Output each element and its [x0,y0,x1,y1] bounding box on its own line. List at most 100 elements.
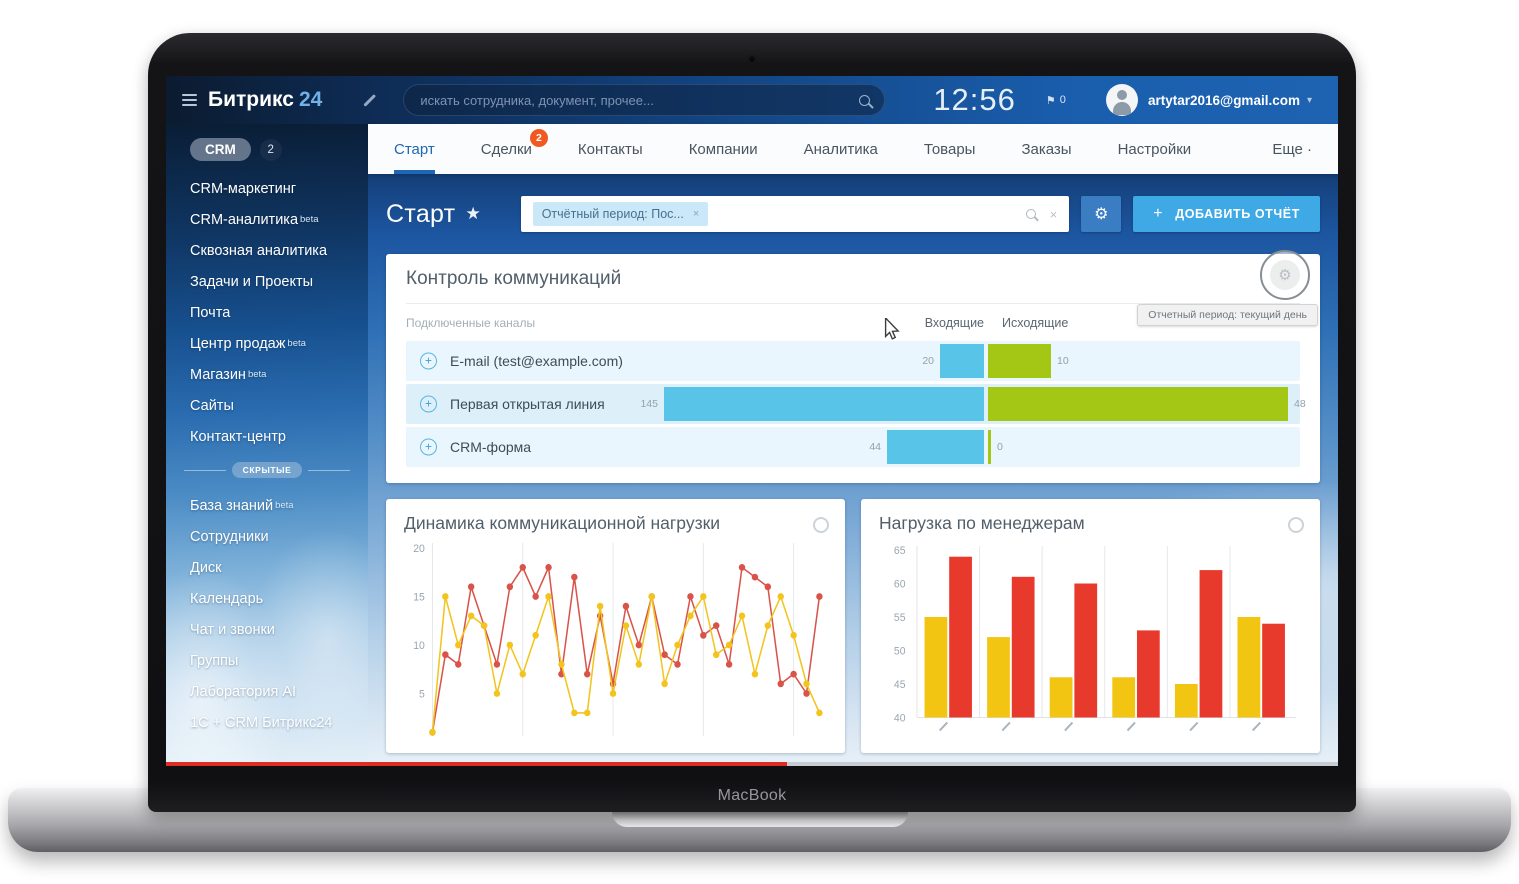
filter-chip-label: Отчётный период: Пос... [541,207,684,221]
sidebar-item-label: CRM-маркетинг [190,180,297,197]
chart-settings-icon[interactable] [813,517,829,533]
outgoing-value: 0 [997,441,1003,453]
sidebar-item[interactable]: Контакт-центр [190,421,368,452]
hidden-toggle-button[interactable]: СКРЫТЫЕ [231,462,303,478]
sidebar-item[interactable]: Группы [190,645,368,676]
expand-channel-button[interactable]: + [420,395,437,413]
global-search[interactable] [403,84,886,116]
channels-header: Подключенные каналы [406,316,536,330]
sidebar-item[interactable]: Магазин beta [190,359,368,390]
widget-gear-icon[interactable]: ⚙ [1270,260,1300,290]
logo-brand: Битрикс [208,88,294,111]
sidebar-item[interactable]: Чат и звонки [190,614,368,645]
nav-tab[interactable]: Товары [924,124,976,174]
svg-text:40: 40 [894,712,906,724]
line-chart-title: Динамика коммуникационной нагрузки [404,513,721,533]
sidebar-item-label: Сквозная аналитика [190,242,328,259]
svg-text:55: 55 [894,612,906,624]
nav-tab[interactable]: Заказы [1021,124,1071,174]
sidebar-item-label: Календарь [190,590,264,607]
sidebar-item[interactable]: CRM-аналитика beta [190,204,368,235]
sidebar-item[interactable]: Календарь [190,583,368,614]
avatar[interactable] [1105,84,1138,116]
incoming-bar [887,430,984,464]
svg-text:50: 50 [894,645,906,657]
settings-button[interactable]: ⚙ [1081,196,1122,232]
bar-chart-title: Нагрузка по менеджерам [879,513,1085,533]
filter-bar[interactable]: Отчётный период: Пос... × × [520,196,1070,232]
nav-tab[interactable]: Сделки 2 [481,124,548,174]
sidebar-item-label: Контакт-центр [190,428,286,445]
search-icon[interactable] [859,94,871,106]
nav-tab[interactable]: Контакты [578,124,643,174]
sidebar-item[interactable]: Сотрудники [190,521,368,552]
dashboard-content: Старт ★ Отчётный период: Пос... × × ⚙ [368,174,1338,766]
sidebar-item[interactable]: Сквозная аналитика [190,235,368,266]
plus-icon: + [1153,205,1164,222]
sidebar-item[interactable]: 1С + CRM Битрикс24 [190,707,368,738]
nav-tab[interactable]: Настройки [1118,124,1192,174]
outgoing-bar [988,387,1288,421]
incoming-value: 44 [869,441,881,453]
logo[interactable]: Битрикс 24 [208,88,322,112]
sidebar-item-crm[interactable]: CRM [190,138,251,161]
sidebar-item[interactable]: Сайты [190,390,368,421]
screen: Битрикс24 12:56 ⚑ 0 artytar2016@gmail.co… [166,76,1338,766]
sidebar-item[interactable]: База знаний beta [190,490,368,521]
svg-text:15: 15 [413,591,425,603]
nav-tab[interactable]: Компании [689,124,758,174]
sidebar-item[interactable]: CRM-маркетинг [190,173,368,204]
notifications-indicator[interactable]: ⚑ 0 [1046,94,1066,107]
chip-close-icon[interactable]: × [692,208,700,220]
tab-more[interactable]: Еще · [1272,140,1312,158]
sidebar-item[interactable]: Лаборатория AI [190,676,368,707]
sidebar: CRM 2 CRM-маркетинг CRM-аналитика beta Ск… [166,124,368,766]
tab-label: Аналитика [803,140,878,158]
flag-icon: ⚑ [1045,94,1056,107]
sidebar-item-label: База знаний [190,497,274,514]
incoming-value: 20 [922,355,934,367]
nav-tab[interactable]: Старт [394,124,435,174]
sidebar-item-label: 1С + CRM Битрикс24 [190,714,333,731]
outgoing-bar [988,430,991,464]
hidden-section-divider: СКРЫТЫЕ [184,462,351,478]
filter-search-icon[interactable] [1025,209,1036,219]
gear-icon: ⚙ [1094,206,1109,223]
favorite-star-icon[interactable]: ★ [465,204,481,223]
report-period-tooltip: Отчетный период: текущий день [1137,304,1318,326]
filter-clear-icon[interactable]: × [1049,206,1058,222]
channel-row: + CRM-форма 44 0 [406,427,1300,467]
menu-icon[interactable] [182,94,197,106]
tab-label: Компании [688,140,758,158]
svg-text:5: 5 [419,688,425,700]
section-tabs: Старт Сделки 2 Контакты Компании Аналити… [368,124,1338,174]
sidebar-item[interactable]: Задачи и Проекты [190,266,368,297]
tab-badge: 2 [529,129,548,147]
chart-settings-icon[interactable] [1288,517,1304,533]
sidebar-item[interactable]: Центр продаж beta [190,328,368,359]
search-input[interactable] [418,91,860,109]
add-report-button[interactable]: + ДОБАВИТЬ ОТЧЁТ [1133,196,1320,232]
crm-counter-badge: 2 [259,138,282,161]
svg-text:10: 10 [413,640,425,652]
outgoing-header: Исходящие [1002,316,1069,330]
communications-widget: Контроль коммуникаций ⚙ Отчетный период:… [386,250,1320,483]
nav-tab[interactable]: Аналитика [804,124,878,174]
chevron-down-icon: ▾ [1306,94,1312,106]
beta-tag: beta [275,500,294,511]
sidebar-item-label: Сайты [190,397,234,414]
expand-channel-button[interactable]: + [420,438,437,456]
user-menu[interactable]: artytar2016@gmail.com ▾ [1105,84,1312,116]
filter-chip[interactable]: Отчётный период: Пос... × [532,202,709,226]
beta-tag: beta [247,369,267,380]
macbook-label: MacBook [717,787,787,804]
sidebar-item[interactable]: Диск [190,552,368,583]
click-highlight-ring: ⚙ [1260,250,1310,300]
top-bar: Битрикс24 12:56 ⚑ 0 artytar2016@gmail.co… [166,76,1338,124]
sidebar-item-label: Чат и звонки [190,621,275,638]
pencil-icon[interactable] [363,93,376,107]
sidebar-item[interactable]: Почта [190,297,368,328]
laptop-lid: Битрикс24 12:56 ⚑ 0 artytar2016@gmail.co… [148,33,1356,812]
expand-channel-button[interactable]: + [420,352,437,370]
video-progress-bar[interactable] [166,762,1338,766]
